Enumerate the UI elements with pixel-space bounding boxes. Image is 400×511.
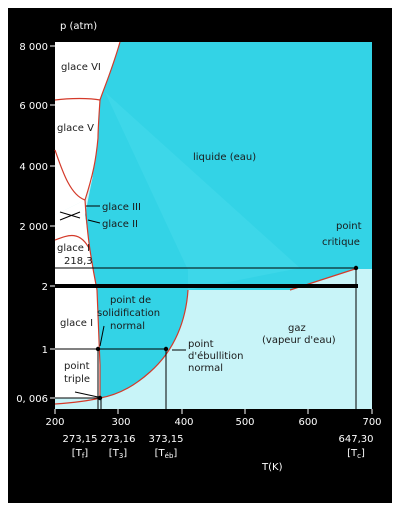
y-axis-ticks xyxy=(50,45,55,399)
x-tick-400: 400 xyxy=(174,417,193,428)
annot-critique-1: point xyxy=(336,221,362,232)
ice-ii-pointer xyxy=(87,219,101,224)
ice-ii-pointer-c xyxy=(59,211,81,221)
label-glace-i-top: glace I xyxy=(57,243,90,254)
x-special-teb-label: [Téb] xyxy=(155,448,178,460)
annot-triple-1: point xyxy=(64,361,90,372)
triple-point xyxy=(97,395,103,401)
boundary-sublimation xyxy=(54,397,101,405)
solidification-pointer xyxy=(99,325,105,347)
x-tick-200: 200 xyxy=(45,417,64,428)
boundary-v-iii xyxy=(54,149,86,201)
label-glace-iii: glace III xyxy=(102,202,141,213)
triple-pointer xyxy=(74,391,99,398)
ice-ii-pointer-b xyxy=(59,211,81,219)
x-special-tf-value: 273,15 xyxy=(63,434,98,445)
label-liquide: liquide (eau) xyxy=(193,152,256,163)
y-axis-label: p (atm) xyxy=(60,21,97,32)
boiling-point xyxy=(163,346,169,352)
y-tick-1: 1 xyxy=(42,345,48,356)
annot-solidification-2: solidification xyxy=(97,308,160,319)
boundary-vi-liquid xyxy=(99,41,121,101)
y-tick-6000: 6 000 xyxy=(19,101,48,112)
y-tick-4000: 4 000 xyxy=(19,162,48,173)
y-tick-2: 2 xyxy=(42,282,48,293)
x-tick-300: 300 xyxy=(111,417,130,428)
x-axis-label: T(K) xyxy=(261,462,283,473)
label-gaz: gaz xyxy=(288,323,306,334)
label-glace-v: glace V xyxy=(57,123,94,134)
x-special-labels: 273,15 [Tf] 273,16 [T3] 373,15 [Téb] 647… xyxy=(63,434,374,460)
annot-critique-2: critique xyxy=(322,237,360,248)
x-special-tc-label: [Tc] xyxy=(347,448,365,460)
x-special-teb-value: 373,15 xyxy=(149,434,184,445)
boundary-v-vi xyxy=(54,97,101,101)
boundary-liquid-gas-low xyxy=(99,289,189,399)
x-special-tf-label: [Tf] xyxy=(72,448,88,460)
annot-triple-2: triple xyxy=(64,374,90,385)
label-glace-i: glace I xyxy=(60,318,93,329)
x-axis-ticks xyxy=(54,409,373,414)
label-glace-vi: glace VI xyxy=(61,62,101,73)
marked-points xyxy=(95,265,359,401)
annot-ebullition-1: point xyxy=(188,339,214,350)
y-tick-8000: 8 000 xyxy=(19,42,48,53)
label-vapeur: (vapeur d'eau) xyxy=(262,335,336,346)
x-tick-600: 600 xyxy=(298,417,317,428)
boundary-v-liquid xyxy=(84,99,101,201)
label-glace-ii: glace II xyxy=(102,219,138,230)
ice-vi-region xyxy=(55,42,120,100)
axis-break-bar xyxy=(55,284,358,288)
x-special-tc-value: 647,30 xyxy=(339,434,374,445)
freezing-point xyxy=(95,346,101,352)
label-218-3: 218,3 xyxy=(64,256,93,267)
x-tick-700: 700 xyxy=(362,417,381,428)
annot-ebullition-3: normal xyxy=(188,363,223,374)
x-special-t3-value: 273,16 xyxy=(101,434,136,445)
y-tick-2000: 2 000 xyxy=(19,222,48,233)
critical-point xyxy=(353,265,359,271)
annot-ebullition-2: d'ébullition xyxy=(188,350,243,362)
liquid-shade xyxy=(105,92,300,290)
annot-solidification-1: point de xyxy=(110,295,151,306)
y-tick-0006: 0, 006 xyxy=(16,394,48,405)
x-tick-500: 500 xyxy=(235,417,254,428)
boundary-i-iii xyxy=(54,235,91,251)
reference-lines xyxy=(55,205,357,420)
annot-solidification-3: normal xyxy=(110,321,145,332)
x-special-t3-label: [T3] xyxy=(109,448,127,460)
